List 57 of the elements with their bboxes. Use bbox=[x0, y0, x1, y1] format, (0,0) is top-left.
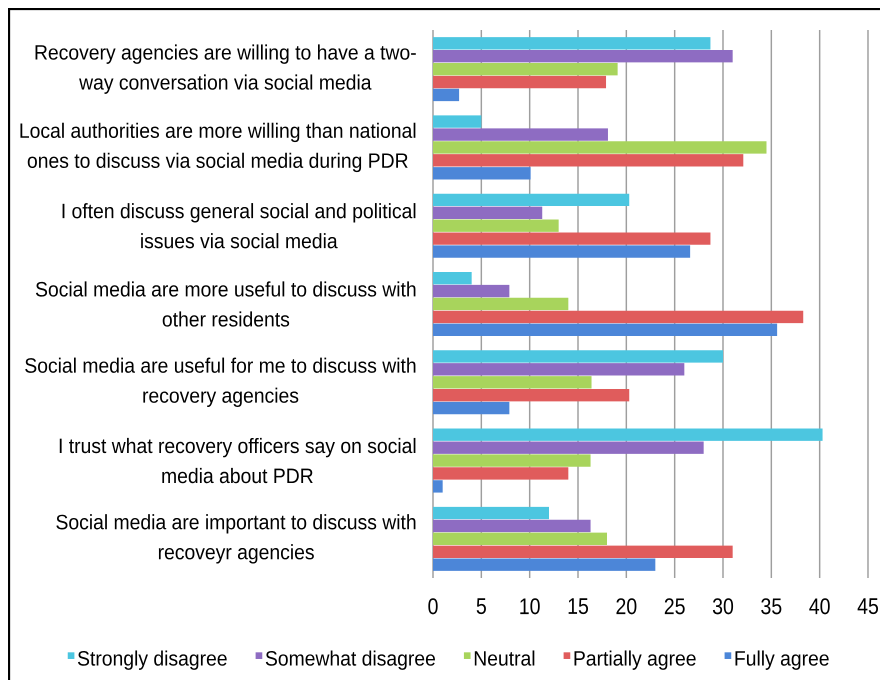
legend-label: Fully agree bbox=[736, 650, 829, 670]
bar bbox=[433, 62, 618, 76]
y-tick-label: Social media are useful for me to discuss with recovery agencies bbox=[25, 358, 416, 407]
bar bbox=[433, 376, 592, 388]
bar bbox=[433, 428, 823, 441]
bar bbox=[433, 115, 482, 128]
bar bbox=[433, 128, 608, 141]
bar bbox=[433, 167, 531, 180]
bar bbox=[433, 389, 630, 402]
y-tick-label: I trust what recovery officers say on social media about PDR bbox=[60, 438, 416, 484]
bar bbox=[433, 363, 684, 376]
x-tick-label: 0 bbox=[428, 598, 438, 614]
x-tick-label: 25 bbox=[664, 598, 685, 614]
bar bbox=[433, 454, 591, 467]
bar bbox=[433, 546, 733, 558]
bar bbox=[433, 480, 443, 493]
bar bbox=[433, 506, 549, 520]
legend-label: Strongly disagree bbox=[78, 650, 227, 670]
bar bbox=[433, 272, 472, 284]
x-tick-label: 5 bbox=[476, 598, 486, 614]
y-tick-label: Social media are important to discuss with recoveyr agencies bbox=[56, 514, 416, 564]
x-tick-label: 45 bbox=[858, 598, 878, 614]
bar bbox=[433, 532, 608, 546]
x-tick-label: 20 bbox=[616, 598, 636, 614]
bar bbox=[433, 324, 778, 336]
bar bbox=[433, 298, 568, 310]
bar bbox=[433, 310, 804, 324]
bar bbox=[433, 206, 542, 219]
bar bbox=[433, 232, 710, 245]
y-tick-label: Local authorities are more willing than national ones to discuss via social media during PDR bbox=[20, 122, 416, 172]
y-tick-label: Social media are more useful to discuss with other residents bbox=[36, 281, 416, 327]
legend-label: Neutral bbox=[474, 650, 534, 666]
x-tick-label: 15 bbox=[568, 598, 588, 614]
bar bbox=[433, 350, 723, 363]
bar bbox=[433, 467, 568, 480]
bar bbox=[433, 50, 733, 62]
bar bbox=[433, 245, 690, 258]
bar bbox=[433, 141, 766, 154]
bar bbox=[433, 520, 591, 532]
bar bbox=[433, 88, 460, 102]
bar bbox=[433, 441, 704, 454]
bar bbox=[433, 220, 559, 232]
y-tick-label: Recovery agencies are willing to have a two-way conversation via social media bbox=[36, 44, 416, 94]
legend-label: Somewhat disagree bbox=[266, 650, 435, 670]
bar bbox=[433, 284, 510, 298]
x-tick-label: 10 bbox=[520, 598, 540, 614]
y-tick-label: I often discuss general social and political issues via social media bbox=[62, 203, 416, 248]
bar bbox=[433, 76, 606, 88]
bar bbox=[433, 37, 710, 50]
x-tick-label: 40 bbox=[809, 598, 830, 614]
bar bbox=[433, 558, 656, 571]
x-tick-label: 30 bbox=[712, 598, 734, 614]
bar bbox=[433, 194, 630, 206]
bar bbox=[433, 154, 744, 167]
legend-label: Partially agree bbox=[574, 650, 696, 670]
bar bbox=[433, 402, 510, 414]
x-tick-label: 35 bbox=[761, 598, 782, 614]
